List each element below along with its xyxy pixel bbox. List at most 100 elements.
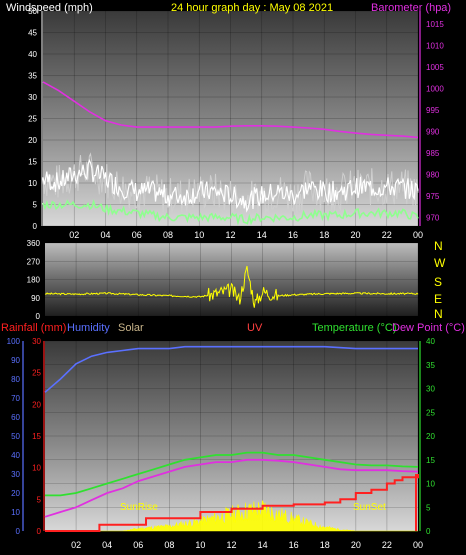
temperature-tick-label: 5 [426,503,431,512]
humidity-tick-label: 100 [7,337,21,346]
humidity-tick-label: 50 [11,432,20,441]
barometer-tick-label: 990 [426,127,440,136]
humidity-tick-label: 0 [16,527,21,536]
temperature-tick-label: 30 [426,385,435,394]
hour-tick-label: 16 [288,230,298,240]
rain-series-layer [44,345,419,532]
windspeed-tick-label: 5 [33,201,38,210]
barometer-line [42,81,419,139]
barometer-axis-label: Barometer (hpa) [371,2,451,14]
hour-tick-label: 02 [69,230,79,240]
hour-tick-label: 06 [133,540,143,550]
temperature-axis-label: Temperature (°C) [312,322,396,334]
hour-tick-label: 22 [382,230,392,240]
direction-gridlines [45,242,419,317]
sunset-label: SunSet [353,502,386,513]
hour-tick-label: 20 [351,540,361,550]
hour-tick-label: 10 [195,540,205,550]
rainfall-tick-label: 15 [32,432,41,441]
compass-labels: N W S E N [434,239,446,321]
rainfall-tick-label: 0 [37,527,42,536]
rainfall-tick-label: 10 [32,464,41,473]
hour-tick-label: 08 [163,230,173,240]
temperature-tick-label: 40 [426,337,435,346]
rainfall-tick-label: 30 [32,337,41,346]
barometer-tick-label: 1000 [426,84,444,93]
barometer-tick-label: 975 [426,192,440,201]
temperature-tick-label: 15 [426,456,435,465]
hour-tick-label: 04 [100,230,110,240]
humidity-tick-label: 10 [11,508,20,517]
windspeed-tick-label: 45 [28,29,37,38]
hour-tick-label: 12 [226,540,236,550]
hour-tick-label: 14 [258,540,268,550]
rainfall-tick-label: 20 [32,400,41,409]
temperature-tick-label: 0 [426,527,431,536]
rainfall-tick-label: 5 [37,495,42,504]
rain-axes: 0510152025303540010203040506070809010005… [7,337,436,550]
wind-series-layer [42,81,419,226]
compass-label-n-bottom: N [434,307,443,321]
humidity-tick-label: 80 [11,375,20,384]
hour-tick-label: 20 [350,230,360,240]
temperature-tick-label: 10 [426,480,435,489]
compass-label-w: W [434,256,446,270]
barometer-tick-label: 985 [426,149,440,158]
temperature-tick-label: 35 [426,361,435,370]
barometer-tick-label: 995 [426,106,440,115]
rainfall-line [45,474,419,532]
direction-axes: 360 270 180 90 0 [27,239,41,321]
direction-tick-label: 270 [27,257,41,266]
windspeed-tick-label: 25 [28,115,37,124]
humidity-axis-label: Humidity [67,322,110,334]
humidity-tick-label: 40 [11,451,20,460]
hour-tick-label: 14 [257,230,267,240]
barometer-tick-label: 980 [426,170,440,179]
wind-barometer-panel: 0510152025303540455097097598098599099510… [6,2,451,240]
direction-tick-label: 180 [27,276,41,285]
windspeed-axis-label: Windspeed (mph) [6,2,93,14]
humidity-tick-label: 70 [11,394,20,403]
windspeed-tick-label: 40 [28,50,37,59]
hour-tick-label: 18 [319,230,329,240]
solar-axis-label: Solar [118,322,144,334]
direction-plot-area [45,243,418,316]
hour-tick-label: 04 [102,540,112,550]
hour-tick-label: 22 [382,540,392,550]
uv-axis-label: UV [247,322,263,334]
windspeed-line [42,158,419,213]
hour-tick-label: 12 [225,230,235,240]
wind-direction-panel: 360 270 180 90 0 N W S E N [27,239,446,321]
hour-tick-label: 00 [413,230,423,240]
rain-humidity-temp-panel: 0510152025303540010203040506070809010005… [1,322,465,550]
hour-tick-label: 18 [320,540,330,550]
graph-title: 24 hour graph day : May 08 2021 [171,2,333,14]
dewpoint-line [44,458,419,518]
temperature-line [45,451,419,497]
dewpoint-axis-label: Dew Point (°C) [392,322,465,334]
compass-label-n-top: N [434,239,443,253]
hour-tick-label: 02 [71,540,81,550]
hour-tick-label: 00 [413,540,423,550]
wind-average-line [42,199,419,226]
rainfall-axis-label: Rainfall (mm) [1,322,66,334]
hour-tick-label: 06 [132,230,142,240]
compass-label-s: S [434,275,442,289]
compass-label-e: E [434,292,442,306]
windspeed-tick-label: 0 [33,222,38,231]
windspeed-tick-label: 50 [28,7,37,16]
rainfall-tick-label: 25 [32,369,41,378]
direction-tick-label: 0 [36,312,41,321]
humidity-line [44,345,418,393]
direction-tick-label: 360 [27,239,41,248]
humidity-tick-label: 20 [11,489,20,498]
direction-tick-label: 90 [31,294,40,303]
direction-series-layer [44,265,419,308]
windspeed-tick-label: 10 [28,179,37,188]
windspeed-tick-label: 15 [28,158,37,167]
wind-direction-line [44,265,419,308]
barometer-tick-label: 1015 [426,20,444,29]
barometer-tick-label: 1010 [426,41,444,50]
barometer-tick-label: 970 [426,213,440,222]
temperature-tick-label: 25 [426,408,435,417]
